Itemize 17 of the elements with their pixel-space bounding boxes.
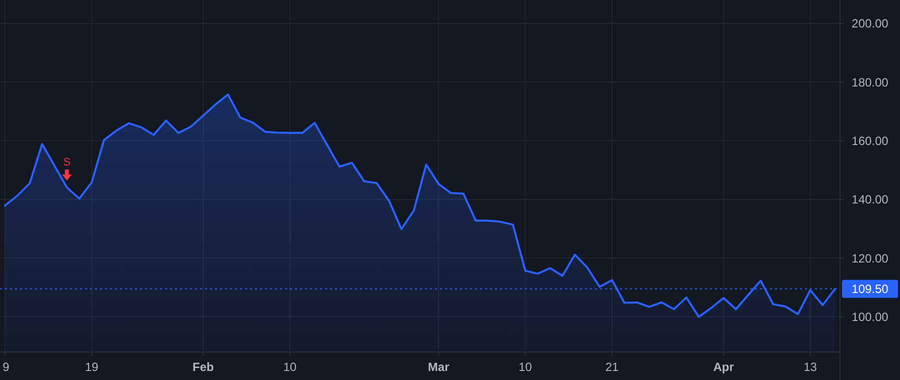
x-tick-label: 21 [605,360,620,374]
x-tick-label: Feb [192,360,214,374]
x-tick-label: 13 [804,360,818,374]
x-tick-label: 9 [2,360,10,374]
ref-line-label: 109.50 [852,282,889,296]
y-tick-label: 140.00 [852,192,889,207]
annotation: S [63,156,71,168]
y-tick-label: 120.00 [852,251,889,266]
y-tick-label: 180.00 [852,75,889,90]
y-tick-label: 200.00 [852,16,889,31]
x-tick-label: 19 [85,360,99,374]
x-tick-label: 10 [518,360,532,374]
y-tick-label: 160.00 [852,134,889,148]
x-tick-label: 10 [283,360,297,374]
x-tick-label: Apr [713,360,734,374]
x-tick-label: Mar [428,360,450,374]
y-tick-label: 100.00 [852,310,889,324]
